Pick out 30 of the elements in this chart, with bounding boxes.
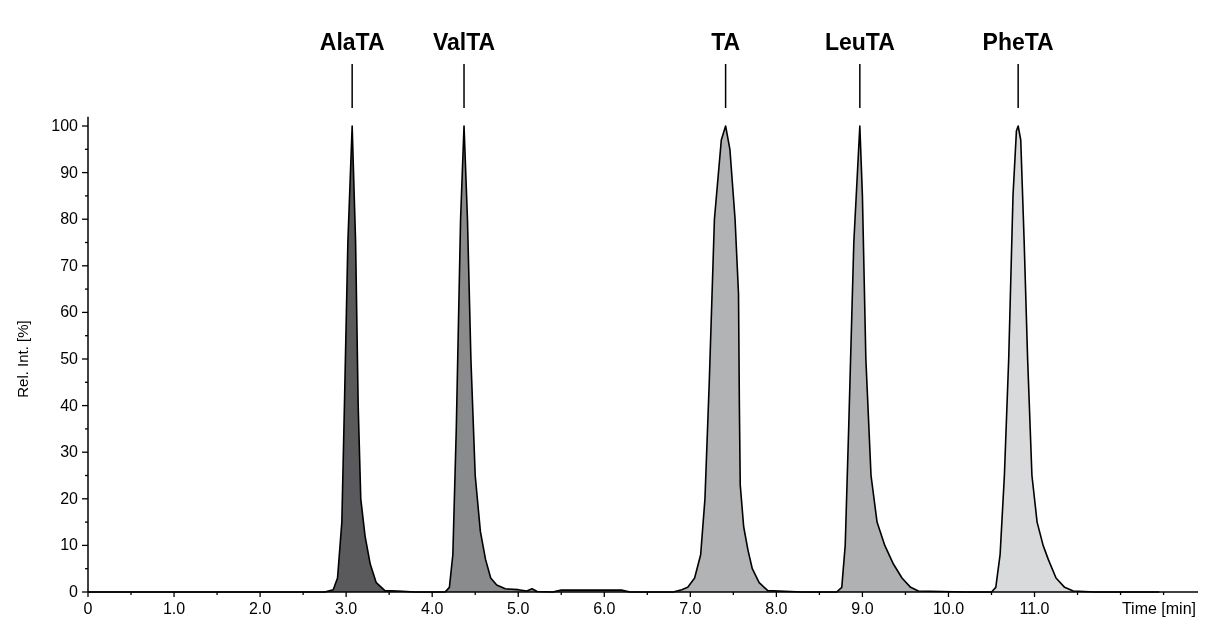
text: TA	[711, 29, 741, 55]
x-tick-label: 1.0	[162, 600, 186, 617]
y-tick-label: 100	[51, 117, 79, 134]
text: AlaTA	[319, 29, 385, 55]
y-axis-title: Rel. Int. [%]	[14, 320, 31, 398]
y-tick-label: 0	[69, 583, 79, 600]
x-axis-title: Time [min]	[1121, 600, 1196, 617]
x-tick-label: 8.0	[765, 600, 788, 617]
x-tick-label: 2.0	[248, 600, 272, 617]
y-tick-label: 50	[60, 350, 79, 367]
x-tick-label: 3.0	[335, 600, 358, 617]
text: ValTA	[432, 29, 496, 55]
x-tick-label: 0	[83, 600, 93, 617]
x-tick-label: 7.0	[679, 600, 702, 617]
y-tick-label: 60	[60, 303, 79, 321]
x-tick-label: 5.0	[507, 600, 530, 617]
x-tick-label: 11.0	[1019, 600, 1050, 617]
y-tick-label: 20	[60, 489, 79, 507]
y-tick-label: 40	[60, 396, 79, 414]
y-tick-label: 90	[60, 163, 79, 181]
y-tick-label: 30	[60, 443, 79, 461]
x-tick-label: 10.0	[932, 600, 965, 617]
y-tick-label: 80	[60, 210, 79, 228]
y-tick-label: 10	[60, 536, 79, 554]
x-tick-label: 4.0	[421, 600, 444, 617]
text: LeuTA	[824, 29, 895, 55]
x-tick-label: 9.0	[851, 600, 874, 617]
text: PheTA	[982, 29, 1054, 55]
x-tick-label: 6.0	[593, 600, 616, 617]
y-tick-label: 70	[60, 256, 79, 274]
